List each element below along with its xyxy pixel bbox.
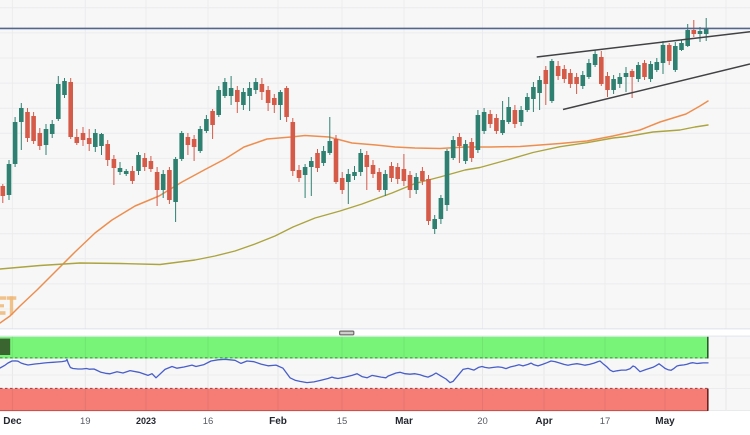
- svg-text:19: 19: [80, 416, 91, 427]
- svg-text:Dec: Dec: [3, 416, 22, 427]
- svg-text:Feb: Feb: [269, 416, 287, 427]
- svg-text:Apr: Apr: [535, 416, 552, 427]
- svg-text:Mar: Mar: [395, 416, 413, 427]
- svg-text:20: 20: [477, 416, 488, 427]
- svg-text:2023: 2023: [136, 416, 156, 426]
- svg-text:17: 17: [600, 416, 611, 427]
- svg-text:16: 16: [203, 416, 214, 427]
- svg-text:15: 15: [337, 416, 348, 427]
- svg-text:May: May: [655, 416, 675, 427]
